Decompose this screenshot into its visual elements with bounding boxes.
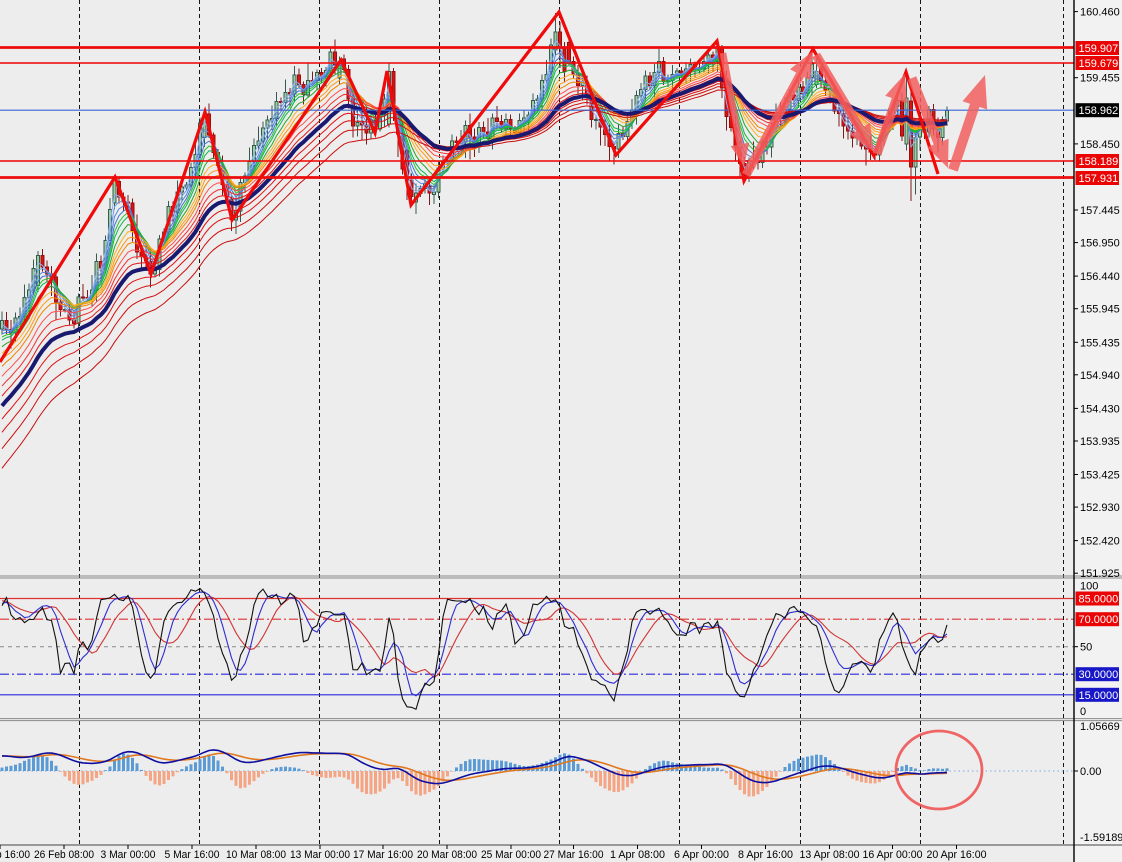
svg-text:160.460: 160.460 bbox=[1080, 7, 1120, 19]
svg-text:26 Feb 08:00: 26 Feb 08:00 bbox=[34, 849, 94, 861]
svg-text:20 Mar 08:00: 20 Mar 08:00 bbox=[417, 849, 477, 861]
svg-text:153.425: 153.425 bbox=[1080, 470, 1120, 482]
svg-text:154.940: 154.940 bbox=[1080, 370, 1120, 382]
svg-text:100: 100 bbox=[1080, 581, 1098, 593]
svg-text:13 Mar 00:00: 13 Mar 00:00 bbox=[290, 849, 350, 861]
svg-text:153.935: 153.935 bbox=[1080, 436, 1120, 448]
svg-text:159.455: 159.455 bbox=[1080, 73, 1120, 85]
svg-text:155.435: 155.435 bbox=[1080, 337, 1120, 349]
svg-text:0.00: 0.00 bbox=[1080, 766, 1101, 778]
svg-text:3 Mar 00:00: 3 Mar 00:00 bbox=[101, 849, 156, 861]
svg-text:1 Apr 08:00: 1 Apr 08:00 bbox=[610, 849, 665, 861]
svg-text:159.679: 159.679 bbox=[1079, 58, 1119, 70]
svg-text:156.950: 156.950 bbox=[1080, 238, 1120, 250]
svg-text:70.0000: 70.0000 bbox=[1079, 614, 1119, 626]
svg-text:158.450: 158.450 bbox=[1080, 139, 1120, 151]
svg-text:152.420: 152.420 bbox=[1080, 536, 1120, 548]
svg-text:1.05669: 1.05669 bbox=[1080, 721, 1120, 733]
svg-text:25 Mar 00:00: 25 Mar 00:00 bbox=[481, 849, 541, 861]
svg-text:158.962: 158.962 bbox=[1079, 105, 1119, 117]
svg-text:16 Apr 00:00: 16 Apr 00:00 bbox=[863, 849, 923, 861]
svg-text:157.931: 157.931 bbox=[1079, 173, 1119, 185]
svg-text:159.907: 159.907 bbox=[1079, 43, 1119, 55]
svg-text:10 Mar 08:00: 10 Mar 08:00 bbox=[226, 849, 286, 861]
svg-text:6 Apr 00:00: 6 Apr 00:00 bbox=[674, 849, 729, 861]
svg-text:8 Apr 16:00: 8 Apr 16:00 bbox=[738, 849, 793, 861]
svg-text:30.0000: 30.0000 bbox=[1079, 669, 1119, 681]
svg-text:22 Feb 16:00: 22 Feb 16:00 bbox=[0, 849, 30, 861]
svg-text:27 Mar 16:00: 27 Mar 16:00 bbox=[544, 849, 604, 861]
svg-text:-1.59189: -1.59189 bbox=[1080, 832, 1122, 844]
svg-text:151.925: 151.925 bbox=[1080, 568, 1120, 580]
svg-text:154.430: 154.430 bbox=[1080, 403, 1120, 415]
svg-text:85.0000: 85.0000 bbox=[1079, 594, 1119, 606]
svg-text:5 Mar 16:00: 5 Mar 16:00 bbox=[165, 849, 220, 861]
svg-text:158.189: 158.189 bbox=[1079, 156, 1119, 168]
svg-text:17 Mar 16:00: 17 Mar 16:00 bbox=[353, 849, 413, 861]
svg-text:152.930: 152.930 bbox=[1080, 502, 1120, 514]
svg-text:15.0000: 15.0000 bbox=[1079, 690, 1119, 702]
svg-text:0: 0 bbox=[1080, 706, 1086, 718]
svg-text:20 Apr 16:00: 20 Apr 16:00 bbox=[927, 849, 987, 861]
svg-text:155.945: 155.945 bbox=[1080, 304, 1120, 316]
svg-text:156.440: 156.440 bbox=[1080, 271, 1120, 283]
svg-text:50: 50 bbox=[1080, 642, 1092, 654]
svg-text:157.445: 157.445 bbox=[1080, 205, 1120, 217]
svg-text:13 Apr 08:00: 13 Apr 08:00 bbox=[800, 849, 860, 861]
